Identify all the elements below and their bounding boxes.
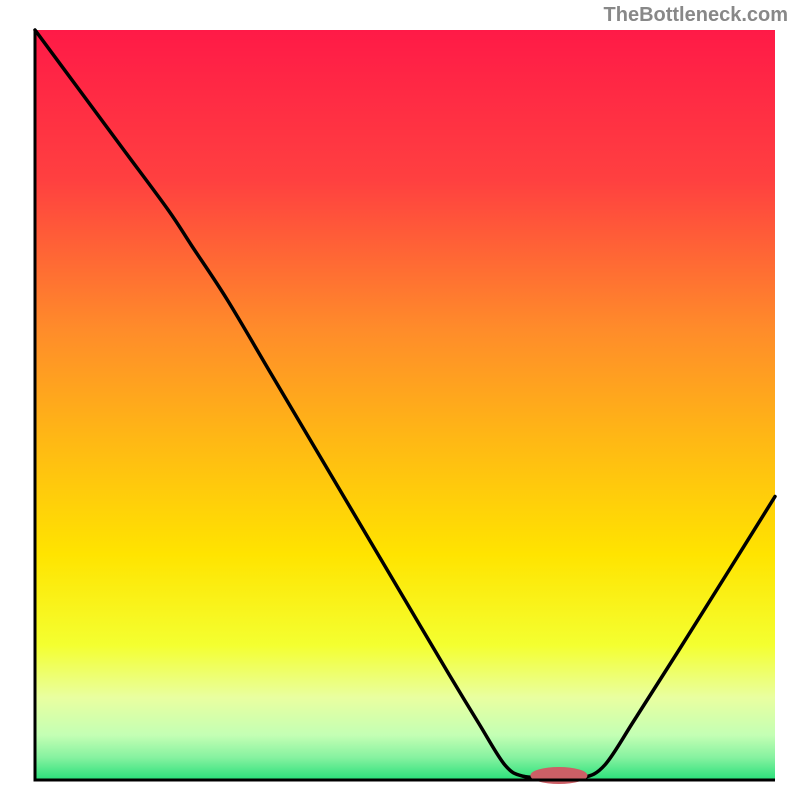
chart-container: { "watermark": { "text": "TheBottleneck.…: [0, 0, 800, 800]
plot-background: [35, 30, 775, 780]
bottleneck-chart: [0, 0, 800, 800]
watermark-text: TheBottleneck.com: [604, 4, 788, 27]
